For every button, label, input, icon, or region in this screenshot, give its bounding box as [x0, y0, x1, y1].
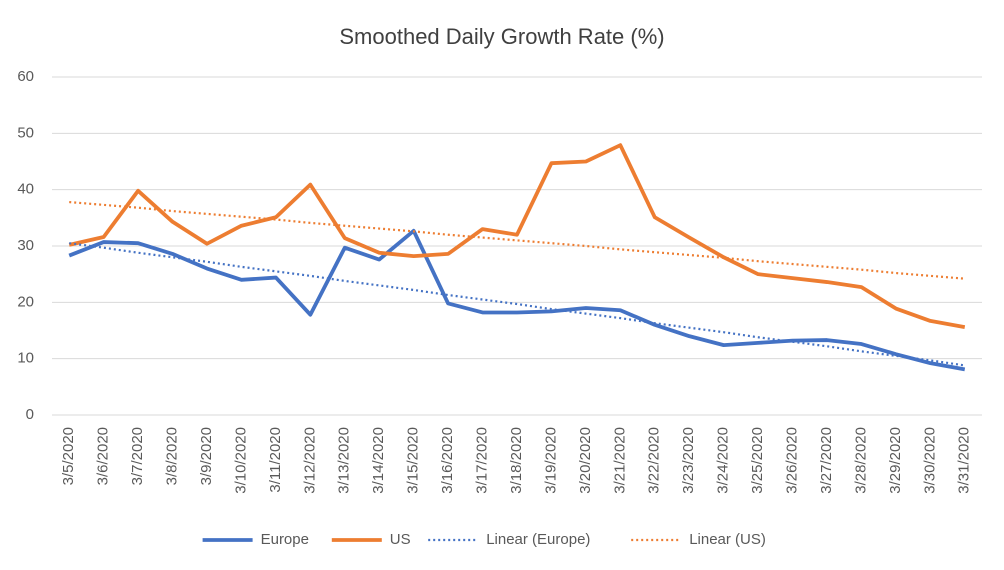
x-tick-label: 3/5/2020 — [60, 427, 77, 485]
x-tick-label: 3/22/2020 — [646, 427, 663, 494]
series-line — [68, 228, 966, 372]
x-tick-label: 3/6/2020 — [95, 427, 112, 485]
x-tick-label: 3/17/2020 — [474, 427, 491, 494]
x-tick-label: 3/8/2020 — [164, 427, 181, 485]
series-line — [69, 242, 965, 367]
x-tick-label: 3/21/2020 — [611, 427, 628, 494]
x-tick-label: 3/19/2020 — [542, 427, 559, 494]
x-tick-label: 3/14/2020 — [370, 427, 387, 494]
x-tick-label: 3/27/2020 — [818, 427, 835, 494]
chart-title: Smoothed Daily Growth Rate (%) — [339, 24, 664, 49]
y-tick-label: 50 — [17, 124, 34, 141]
legend-label: US — [390, 531, 411, 548]
y-tick-label: 60 — [17, 68, 34, 85]
x-tick-label: 3/30/2020 — [921, 427, 938, 494]
y-tick-label: 20 — [17, 293, 34, 310]
x-tick-label: 3/31/2020 — [956, 427, 973, 494]
x-tick-label: 3/18/2020 — [508, 427, 525, 494]
y-tick-label: 0 — [26, 406, 34, 423]
x-tick-label: 3/20/2020 — [577, 427, 594, 494]
legend-label: Europe — [261, 531, 309, 548]
x-tick-label: 3/15/2020 — [405, 427, 422, 494]
x-tick-label: 3/28/2020 — [852, 427, 869, 494]
x-tick-label: 3/16/2020 — [439, 427, 456, 494]
x-tick-label: 3/12/2020 — [301, 427, 318, 494]
x-tick-label: 3/26/2020 — [784, 427, 801, 494]
x-tick-label: 3/9/2020 — [198, 427, 215, 485]
x-tick-label: 3/13/2020 — [336, 427, 353, 494]
x-tick-label: 3/24/2020 — [715, 427, 732, 494]
legend-label: Linear (Europe) — [486, 531, 590, 548]
y-tick-label: 10 — [17, 350, 34, 367]
legend-label: Linear (US) — [689, 531, 766, 548]
y-tick-label: 40 — [17, 181, 34, 198]
x-tick-label: 3/7/2020 — [129, 427, 146, 485]
x-tick-label: 3/25/2020 — [749, 427, 766, 494]
x-tick-label: 3/23/2020 — [680, 427, 697, 494]
series-line — [68, 143, 966, 329]
x-tick-label: 3/10/2020 — [232, 427, 249, 494]
y-tick-label: 30 — [17, 237, 34, 254]
x-tick-label: 3/11/2020 — [267, 427, 284, 493]
x-tick-label: 3/29/2020 — [887, 427, 904, 494]
